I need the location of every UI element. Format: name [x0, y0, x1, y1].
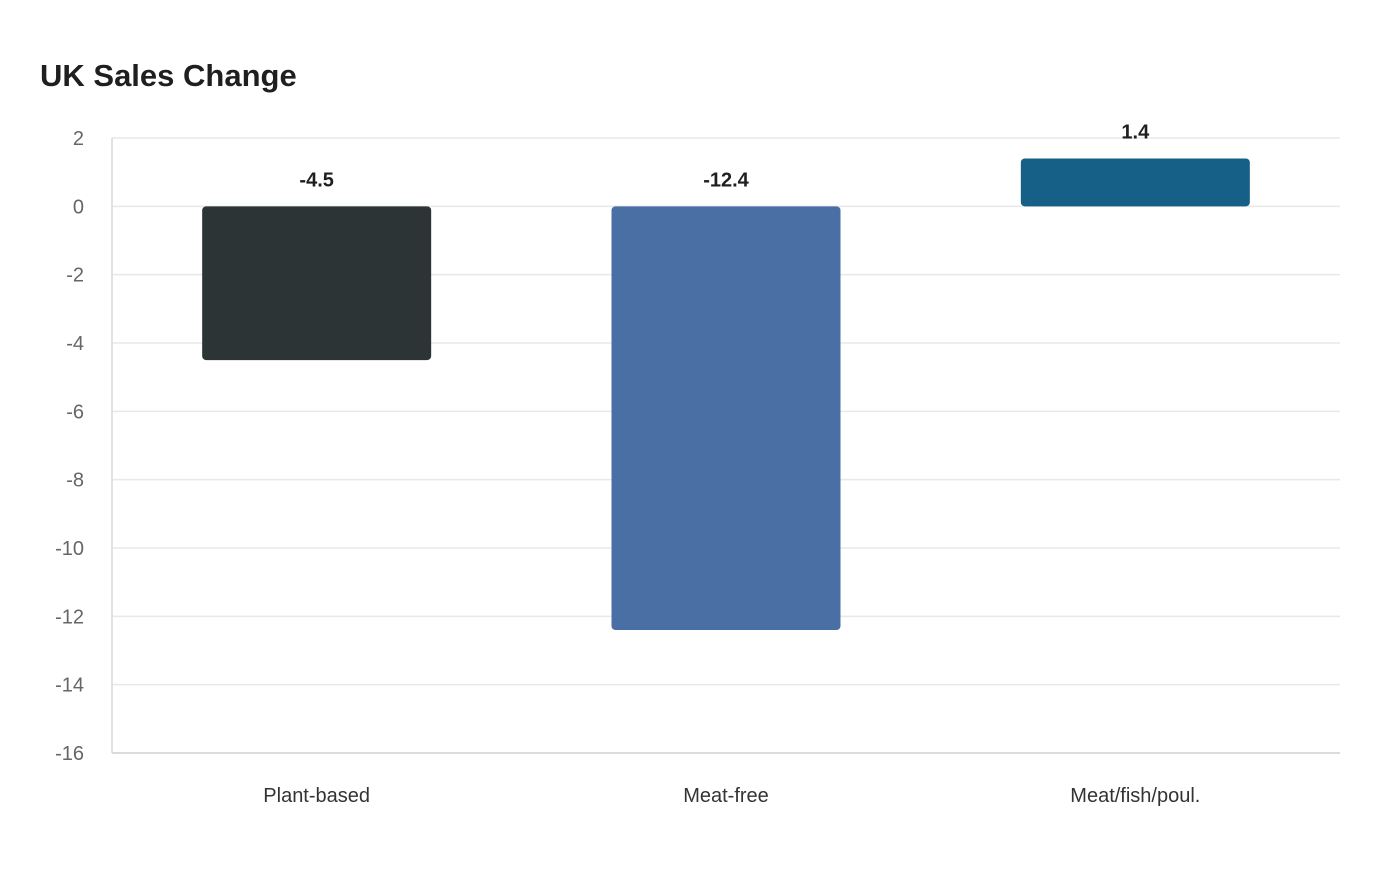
bar	[202, 206, 432, 361]
bar	[611, 206, 841, 631]
y-tick-label: -8	[66, 470, 84, 492]
data-label: 1.4	[1121, 122, 1150, 144]
y-tick-label: -12	[55, 606, 84, 628]
x-category-labels: Plant-based Meat-free Meat/fish/poul.	[263, 785, 1200, 807]
bar	[1020, 158, 1250, 207]
bars	[202, 158, 1250, 631]
y-tick-label: -4	[66, 333, 84, 355]
data-labels: -4.5 -12.4 1.4	[299, 122, 1150, 192]
y-tick-label: -10	[55, 538, 84, 560]
x-category-label: Meat/fish/poul.	[1070, 785, 1200, 807]
y-tick-label: -14	[55, 675, 84, 697]
x-category-label: Plant-based	[263, 785, 370, 807]
y-tick-label: -2	[66, 265, 84, 287]
y-tick-label: -6	[66, 401, 84, 423]
chart-title: UK Sales Change	[40, 58, 297, 93]
y-tick-labels: 2 0 -2 -4 -6 -8 -10 -12 -14 -16	[55, 128, 84, 765]
y-tick-label: 0	[73, 196, 84, 218]
data-label: -4.5	[299, 169, 333, 191]
x-category-label: Meat-free	[683, 785, 769, 807]
y-tick-label: -16	[55, 743, 84, 765]
data-label: -12.4	[703, 169, 749, 191]
y-tick-label: 2	[73, 128, 84, 150]
axes	[111, 138, 1340, 754]
